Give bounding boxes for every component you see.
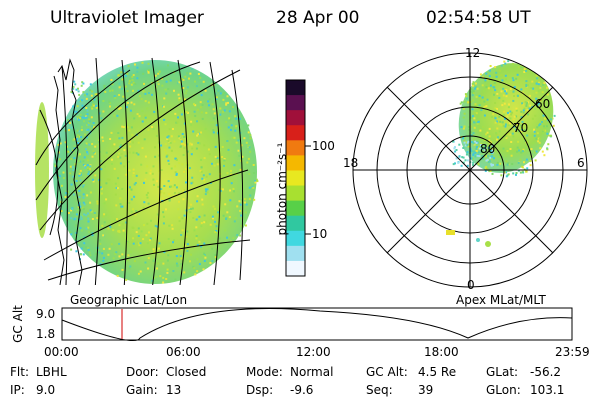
info-gain-value: 13 bbox=[166, 383, 182, 397]
altitude-xtick-3: 18:00 bbox=[424, 345, 459, 359]
colorbar-segment bbox=[286, 80, 305, 96]
mlt-label-6: 6 bbox=[577, 156, 585, 170]
polar-plot bbox=[352, 52, 588, 288]
colorbar-segment bbox=[286, 155, 305, 171]
info-dsp-label: Dsp: bbox=[246, 383, 274, 397]
info-gcalt-label: GC Alt: bbox=[366, 365, 408, 379]
info-seq-value: 39 bbox=[418, 383, 434, 397]
date-label: 28 Apr 00 bbox=[276, 8, 360, 28]
colorbar-segment bbox=[286, 200, 305, 217]
instrument-title: Ultraviolet Imager bbox=[50, 8, 204, 28]
colorbar-tick-100: 100 bbox=[312, 139, 335, 153]
altitude-xtick-1: 06:00 bbox=[166, 345, 201, 359]
colorbar-segment bbox=[286, 230, 305, 247]
info-ip-value: 9.0 bbox=[36, 383, 56, 397]
info-gain-label: Gain: bbox=[126, 383, 158, 397]
altitude-plot bbox=[61, 307, 573, 342]
colorbar-segment bbox=[286, 110, 305, 126]
colorbar-segment bbox=[286, 170, 305, 187]
info-flt-label: Flt: bbox=[10, 365, 29, 379]
info-door-label: Door: bbox=[126, 365, 159, 379]
info-ip-label: IP: bbox=[10, 383, 25, 397]
mlt-label-18: 18 bbox=[343, 156, 359, 170]
colorbar-segment bbox=[286, 125, 305, 141]
left-projection-label: Geographic Lat/Lon bbox=[70, 293, 188, 307]
colorbar bbox=[286, 80, 305, 277]
polar-projection-label: Apex MLat/MLT bbox=[456, 293, 546, 307]
info-glat-label: GLat: bbox=[486, 365, 519, 379]
lat-label-70: 70 bbox=[513, 121, 529, 135]
colorbar-tick-10: 10 bbox=[312, 227, 328, 241]
colorbar-segment bbox=[286, 95, 305, 111]
colorbar-segment bbox=[286, 260, 305, 277]
lat-label-80: 80 bbox=[480, 142, 496, 156]
info-glon-label: GLon: bbox=[486, 383, 521, 397]
info-dsp-value: -9.6 bbox=[290, 383, 314, 397]
colorbar-segment bbox=[286, 245, 305, 262]
altitude-xtick-2: 12:00 bbox=[296, 345, 331, 359]
info-mode-label: Mode: bbox=[246, 365, 283, 379]
earth-image bbox=[35, 57, 259, 285]
info-glat-value: -56.2 bbox=[530, 365, 562, 379]
disk-emission bbox=[53, 60, 259, 284]
colorbar-segment bbox=[286, 185, 305, 202]
lat-label-60: 60 bbox=[535, 97, 551, 111]
altitude-xtick-0: 00:00 bbox=[44, 345, 79, 359]
coastline bbox=[53, 58, 83, 285]
graticule bbox=[35, 57, 251, 285]
colorbar-segment bbox=[286, 215, 305, 232]
limb-arc bbox=[35, 102, 49, 238]
altitude-ytick-low: 1.8 bbox=[36, 327, 56, 341]
time-label: 02:54:58 UT bbox=[426, 8, 531, 28]
altitude-ytick-high: 9.0 bbox=[36, 307, 56, 321]
colorbar-segment bbox=[286, 140, 305, 156]
altitude-ylabel: GC Alt bbox=[11, 305, 25, 343]
info-door-value: Closed bbox=[166, 365, 207, 379]
info-mode-value: Normal bbox=[290, 365, 334, 379]
info-seq-label: Seq: bbox=[366, 383, 393, 397]
altitude-xtick-4: 23:59 bbox=[555, 345, 590, 359]
colorbar-unit-label: photon cm⁻²s⁻¹ bbox=[275, 142, 289, 236]
info-flt-value: LBHL bbox=[36, 365, 67, 379]
info-glon-value: 103.1 bbox=[530, 383, 565, 397]
mlt-label-12: 12 bbox=[465, 46, 481, 60]
info-gcalt-value: 4.5 Re bbox=[418, 365, 457, 379]
mlt-label-0: 0 bbox=[467, 278, 475, 292]
